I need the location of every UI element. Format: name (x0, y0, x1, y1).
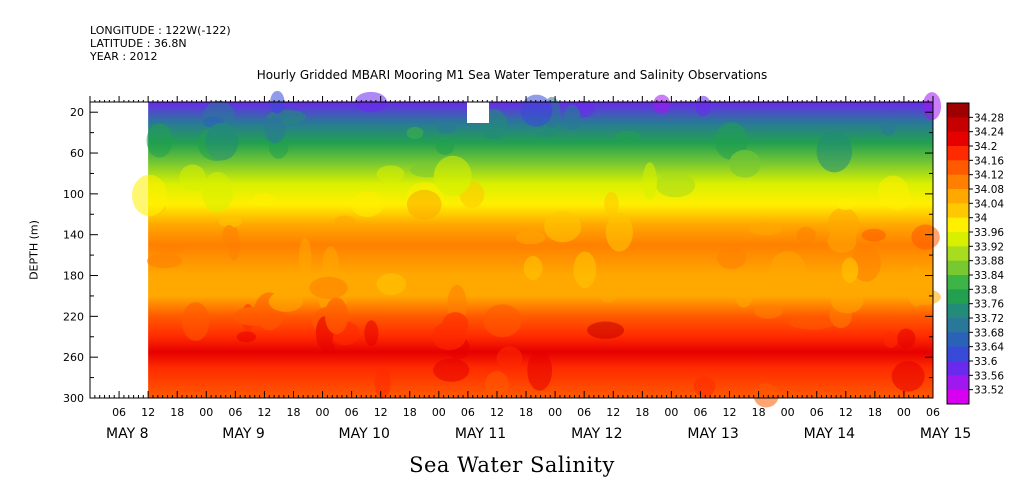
colorbar-swatch (947, 146, 969, 161)
colorbar-label: 33.6 (974, 356, 998, 368)
x-hour-label: 18 (170, 406, 184, 419)
colorbar-label: 33.92 (974, 241, 1004, 253)
y-tick-label: 140 (63, 229, 84, 242)
y-tick-label: 180 (63, 270, 84, 283)
x-hour-label: 12 (374, 406, 388, 419)
colorbar-label: 33.88 (974, 256, 1004, 268)
chart-title: Hourly Gridded MBARI Mooring M1 Sea Wate… (256, 68, 768, 82)
colorbar-swatch (947, 332, 969, 348)
x-hour-label: 12 (723, 406, 737, 419)
y-tick-label: 60 (70, 147, 84, 160)
x-hour-label: 00 (897, 406, 911, 419)
x-hour-label: 00 (199, 406, 213, 419)
colorbar-label: 33.8 (974, 284, 997, 296)
colorbar-label: 33.64 (974, 342, 1004, 354)
colorbar-frame (946, 102, 970, 405)
colorbar-swatch (947, 246, 969, 262)
colorbar-swatch (947, 232, 969, 247)
salinity-variability (131, 90, 942, 408)
colorbar-swatch (947, 361, 969, 376)
colorbar-swatch (947, 275, 969, 290)
colorbar-swatch (947, 303, 969, 319)
x-day-label: MAY 9 (222, 426, 264, 442)
y-tick-label: 220 (63, 310, 84, 323)
colorbar-label: 33.96 (974, 227, 1004, 239)
x-hour-label: 06 (345, 406, 359, 419)
latitude-label: LATITUDE : 36.8N (90, 37, 187, 50)
x-hour-label: 00 (548, 406, 562, 419)
x-hour-label: 12 (257, 406, 271, 419)
y-tick-label: 300 (63, 392, 84, 405)
y-tick-label: 100 (63, 188, 84, 201)
x-hour-label: 06 (810, 406, 824, 419)
colorbar-swatch (947, 260, 969, 276)
x-hour-label: 18 (403, 406, 417, 419)
x-hour-label: 18 (286, 406, 300, 419)
x-day-label: MAY 11 (455, 426, 506, 442)
metadata-block: LONGITUDE : 122W(-122) LATITUDE : 36.8N … (90, 24, 231, 63)
y-tick-label: 260 (63, 351, 84, 364)
y-tick-label: 20 (70, 106, 84, 119)
colorbar-swatch (947, 117, 969, 133)
x-hour-label: 12 (839, 406, 853, 419)
chart-subtitle: Sea Water Salinity (409, 453, 615, 477)
x-hour-label: 18 (868, 406, 882, 419)
x-hour-label: 12 (606, 406, 620, 419)
x-day-label: MAY 8 (106, 426, 148, 442)
x-hour-label: 18 (519, 406, 533, 419)
x-hour-label: 18 (752, 406, 766, 419)
colorbar-label: 34.24 (974, 127, 1004, 139)
colorbar-label: 33.68 (974, 327, 1004, 339)
x-hour-label: 00 (664, 406, 678, 419)
colorbar-label: 34.16 (974, 155, 1004, 167)
x-hour-label: 12 (490, 406, 504, 419)
x-hour-label: 12 (141, 406, 155, 419)
year-label: YEAR : 2012 (90, 50, 158, 63)
colorbar-label: 33.72 (974, 313, 1004, 325)
x-hour-label: 00 (316, 406, 330, 419)
colorbar-label: 34.08 (974, 184, 1004, 196)
x-day-label: MAY 10 (339, 426, 390, 442)
colorbar-swatch (947, 375, 969, 391)
colorbar-swatch (947, 289, 969, 305)
x-hour-label: 00 (432, 406, 446, 419)
x-hour-label: 18 (635, 406, 649, 419)
colorbar-swatch (947, 318, 969, 333)
x-hour-label: 06 (926, 406, 940, 419)
colorbar-label: 33.56 (974, 370, 1004, 382)
colorbar-label: 34.28 (974, 112, 1004, 124)
colorbar-swatch (947, 346, 969, 362)
colorbar-swatch (947, 131, 969, 147)
longitude-label: LONGITUDE : 122W(-122) (90, 24, 231, 37)
x-day-label: MAY 15 (920, 426, 971, 442)
colorbar-label: 33.52 (974, 385, 1004, 397)
x-hour-label: 06 (693, 406, 707, 419)
colorbar-swatch (947, 189, 969, 204)
x-hour-label: 00 (781, 406, 795, 419)
x-hour-label: 06 (228, 406, 242, 419)
colorbar-swatch (947, 389, 969, 405)
colorbar-swatch (947, 174, 969, 190)
colorbar-swatch (947, 203, 969, 219)
x-day-label: MAY 14 (804, 426, 855, 442)
x-hour-label: 06 (461, 406, 475, 419)
x-hour-label: 06 (577, 406, 591, 419)
colorbar-label: 34.2 (974, 141, 997, 153)
colorbar-label: 33.76 (974, 299, 1004, 311)
colorbar-swatch (947, 217, 969, 233)
colorbar-swatch (947, 160, 969, 176)
missing-data-patch (467, 102, 489, 123)
colorbar-swatch (947, 103, 969, 118)
x-day-label: MAY 13 (687, 426, 738, 442)
x-hour-label: 06 (112, 406, 126, 419)
y-axis-label: DEPTH (m) (27, 220, 41, 280)
colorbar-label: 34.04 (974, 198, 1004, 210)
colorbar-label: 34 (974, 213, 988, 225)
x-day-label: MAY 12 (571, 426, 622, 442)
colorbar-label: 34.12 (974, 170, 1004, 182)
colorbar-label: 33.84 (974, 270, 1004, 282)
